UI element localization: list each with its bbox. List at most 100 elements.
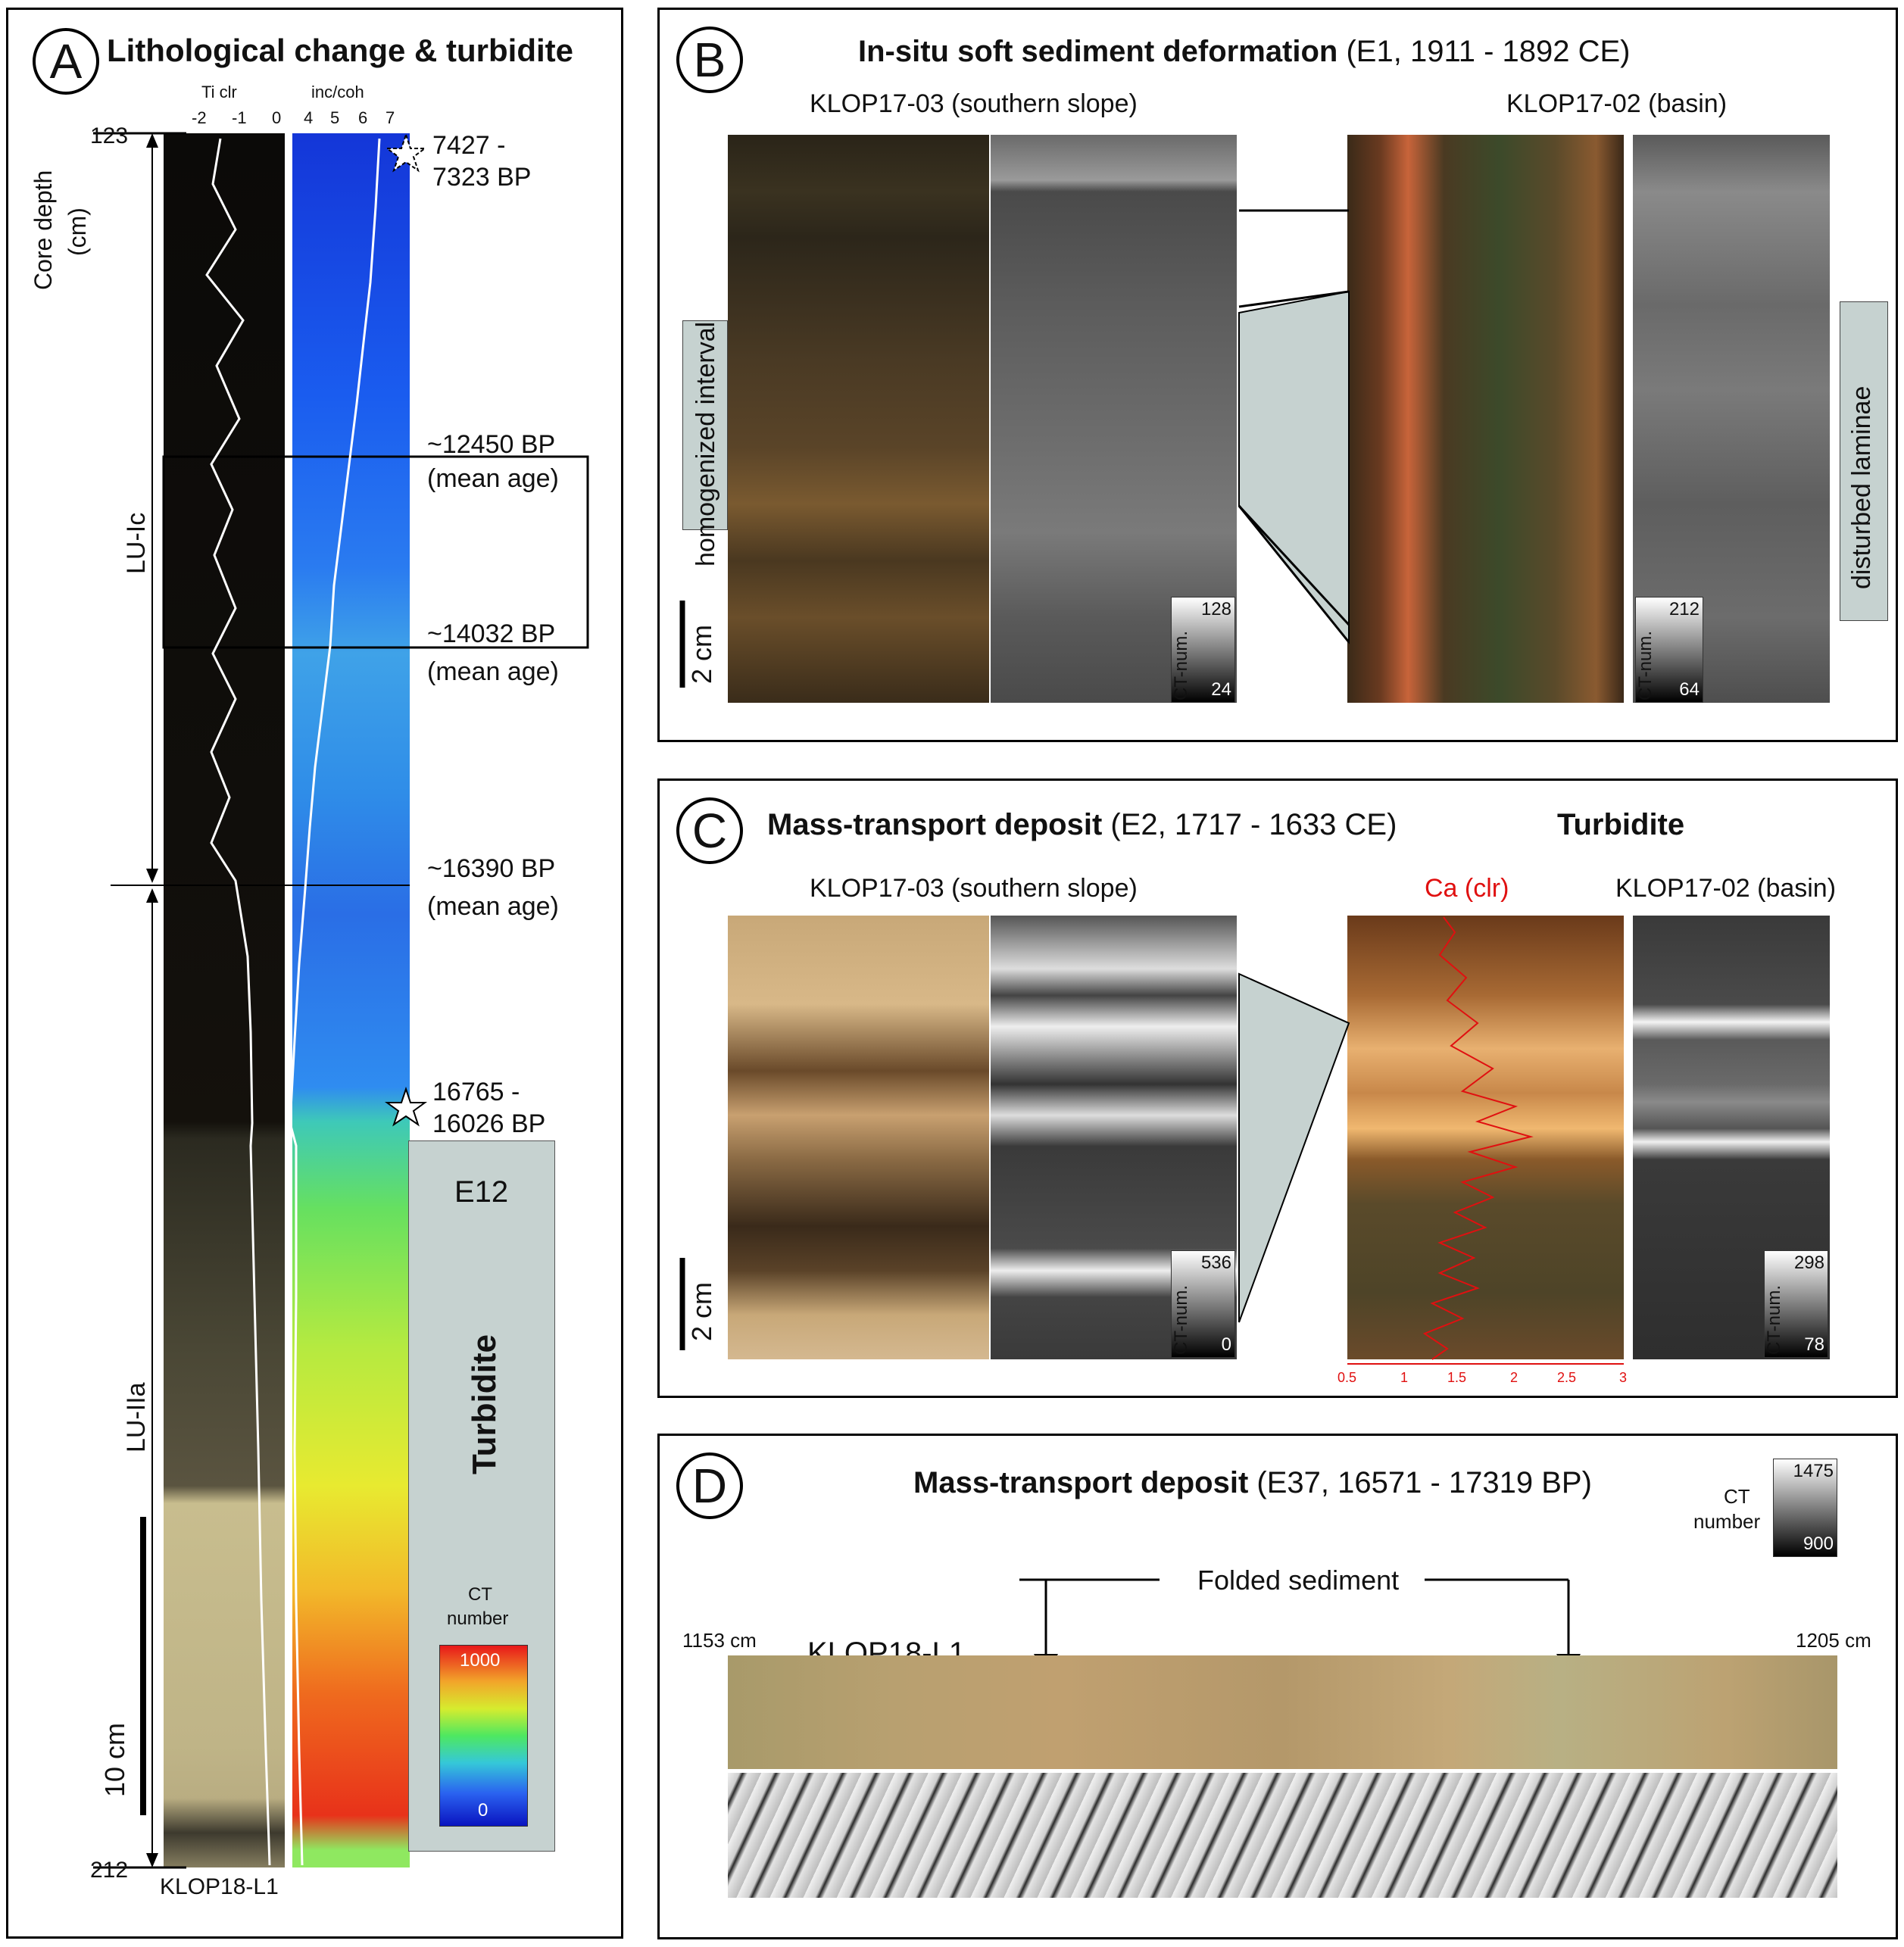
panel-c-letter: C: [676, 797, 743, 864]
ct-legend-b-left: 128 24: [1171, 597, 1235, 703]
ct-legend-b-right: 212 64: [1635, 597, 1703, 703]
ct-b-left-min: 24: [1211, 679, 1231, 700]
panel-b-overlay: [679, 209, 1350, 688]
panel-c-core-right: KLOP17-02 (basin): [1615, 874, 1837, 903]
ct-b-right-max: 212: [1668, 599, 1700, 619]
label-homogenized-text: homogenized interval: [691, 321, 720, 566]
photo-c-left: [728, 916, 989, 1359]
ct-legend-d: 1475 900: [1773, 1459, 1837, 1557]
age-3a: ~14032 BP: [427, 619, 556, 648]
panel-d-title: Mass-transport deposit (E37, 16571 - 173…: [913, 1466, 1592, 1500]
ct-b-right-label: CT-num.: [1635, 630, 1656, 700]
ct-legend-min: 0: [478, 1800, 488, 1821]
inc-tick-4: 7: [385, 108, 395, 127]
ct-scan-a: [292, 133, 410, 1867]
age-1a: 7427 -: [432, 131, 506, 160]
panel-a-letter: A: [33, 28, 99, 95]
depth-label-1: Core depth: [30, 170, 57, 290]
ti-tick-3: 0: [272, 108, 282, 127]
ct-c-right-label: CT-num.: [1764, 1284, 1784, 1355]
ct-d-min: 900: [1803, 1534, 1834, 1554]
ca-tick-1: 0.5: [1337, 1370, 1357, 1385]
scale-bar-a: 10 cm: [99, 1722, 130, 1797]
ca-tick-4: 2: [1510, 1370, 1519, 1385]
age-4b: (mean age): [427, 892, 559, 921]
ct-legend-title-2: number: [447, 1608, 509, 1629]
panel-a: A Lithological change & turbidite Ti clr…: [6, 8, 623, 1939]
core-name-a: KLOP18-L1: [160, 1874, 279, 1899]
panel-b-letter: B: [676, 27, 743, 93]
panel-c-title: Mass-transport deposit (E2, 1717 - 1633 …: [767, 808, 1397, 842]
panel-c: C Mass-transport deposit (E2, 1717 - 163…: [657, 778, 1898, 1398]
ti-axis-label: Ti clr: [201, 83, 237, 101]
ct-d-title-2: number: [1693, 1510, 1761, 1533]
inc-tick-1: 4: [304, 108, 314, 127]
ca-tick-6: 3: [1619, 1370, 1628, 1385]
ct-c-right-min: 78: [1804, 1334, 1824, 1355]
depth-label-2: (cm): [64, 207, 91, 256]
ti-tick-1: -2: [192, 108, 207, 127]
ca-tick-3: 1.5: [1447, 1370, 1467, 1385]
depth-right-d: 1205 cm: [1796, 1629, 1871, 1652]
photo-b-right: [1347, 135, 1624, 703]
unit-upper: LU-Ic: [122, 512, 151, 574]
panel-a-title: Lithological change & turbidite: [107, 33, 574, 68]
age-5b: 16026 BP: [432, 1109, 546, 1138]
ct-c-left-min: 0: [1221, 1334, 1231, 1355]
age-3b: (mean age): [427, 657, 559, 686]
inc-tick-3: 6: [358, 108, 368, 127]
age-2b: (mean age): [427, 464, 559, 493]
panel-c-title-right: Turbidite: [1557, 808, 1685, 841]
unit-lower: LU-IIa: [122, 1382, 151, 1452]
age-5a: 16765 -: [432, 1078, 520, 1106]
panel-d-letter: D: [676, 1452, 743, 1519]
photo-b-left: [728, 135, 989, 703]
ca-tick-2: 1: [1400, 1370, 1409, 1385]
inc-axis-label: inc/coh: [311, 83, 364, 101]
label-disturbed-text: disturbed laminae: [1847, 385, 1876, 589]
panel-a-overlay: [93, 132, 589, 1869]
ct-c-right-max: 298: [1793, 1253, 1824, 1273]
core-photo-a: [164, 133, 285, 1867]
panel-b-title-bold: In-situ soft sediment deformation: [858, 35, 1338, 68]
ct-b-left-label: CT-num.: [1171, 630, 1191, 700]
label-disturbed: [1840, 301, 1888, 621]
panel-c-overlay: [679, 916, 1624, 1365]
ti-tick-2: -1: [232, 108, 247, 127]
panel-d-title-rest: (E37, 16571 - 17319 BP): [1248, 1466, 1592, 1499]
ct-d-title-1: CT: [1724, 1485, 1750, 1508]
panel-d: D Mass-transport deposit (E37, 16571 - 1…: [657, 1434, 1898, 1939]
panel-c-core-left: KLOP17-03 (southern slope): [810, 874, 1138, 903]
panel-b-core-right: KLOP17-02 (basin): [1506, 89, 1728, 118]
panel-c-ca-label: Ca (clr): [1425, 874, 1509, 903]
folded-label: Folded sediment: [1197, 1565, 1400, 1596]
panel-b-title-rest: (E1, 1911 - 1892 CE): [1337, 35, 1631, 68]
panel-c-title-rest: (E2, 1717 - 1633 CE): [1102, 808, 1397, 841]
photo-c-right: [1347, 916, 1624, 1359]
ct-legend-max: 1000: [460, 1650, 501, 1671]
e12-box: E12 Turbidite CT number 1000 0: [408, 1140, 555, 1852]
ca-tick-5: 2.5: [1557, 1370, 1577, 1385]
ct-c-left-label: CT-num.: [1171, 1284, 1191, 1355]
ct-legend-title-1: CT: [468, 1584, 492, 1605]
event-label: E12: [454, 1175, 509, 1209]
panel-c-title-bold: Mass-transport deposit: [767, 808, 1103, 841]
ct-c-left-max: 536: [1200, 1253, 1231, 1273]
panel-b: B In-situ soft sediment deformation (E1,…: [657, 8, 1898, 742]
ct-b-left-max: 128: [1200, 599, 1231, 619]
panel-b-core-left: KLOP17-03 (southern slope): [810, 89, 1138, 118]
ct-legend-bar: 1000 0: [439, 1645, 528, 1827]
age-2a: ~12450 BP: [427, 430, 556, 459]
ct-legend-c-left: 536 0: [1171, 1250, 1235, 1358]
event-type: Turbidite: [466, 1334, 503, 1474]
ct-legend-c-right: 298 78: [1764, 1250, 1828, 1358]
panel-d-title-bold: Mass-transport deposit: [913, 1466, 1249, 1499]
photo-d: [728, 1655, 1837, 1769]
inc-tick-2: 5: [330, 108, 340, 127]
scale-bar-c: 2 cm: [686, 1281, 717, 1341]
panel-b-title: In-situ soft sediment deformation (E1, 1…: [858, 35, 1631, 69]
ct-b-right-min: 64: [1679, 679, 1700, 700]
age-1b: 7323 BP: [432, 163, 532, 192]
ct-d-max: 1475: [1793, 1461, 1834, 1481]
depth-left-d: 1153 cm: [682, 1629, 757, 1652]
